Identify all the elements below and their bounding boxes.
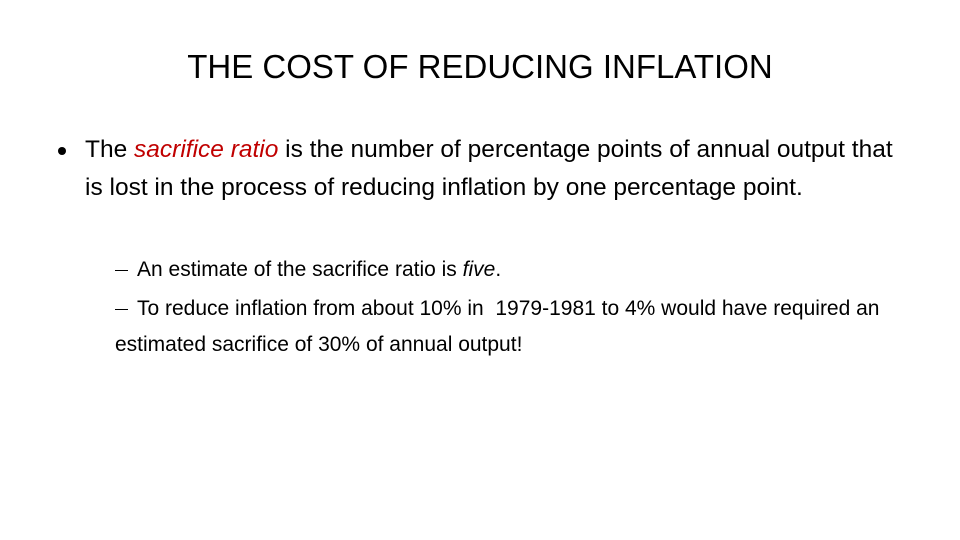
text-run: is the number of percentage points of an… xyxy=(85,136,900,201)
bullet: The sacrifice ratio is the number of per… xyxy=(58,131,915,207)
text-run: The xyxy=(85,136,135,163)
dash xyxy=(115,269,128,272)
slide-title: THE COST OF REDUCING INFLATION xyxy=(187,48,773,85)
bullet-dot xyxy=(58,147,66,155)
text-run: An estimate of the sacrifice ratio is xyxy=(137,258,463,281)
dash xyxy=(115,308,128,311)
emphasis: five xyxy=(462,258,496,281)
term: sacrifice ratio xyxy=(134,136,279,163)
sub-bullet: An estimate of the sacrifice ratio is fi… xyxy=(115,252,915,288)
text-run: . xyxy=(495,258,502,281)
text-run: To reduce inflation from about 10% in 19… xyxy=(115,297,886,356)
sub-bullet: To reduce inflation from about 10% in 19… xyxy=(115,291,915,363)
